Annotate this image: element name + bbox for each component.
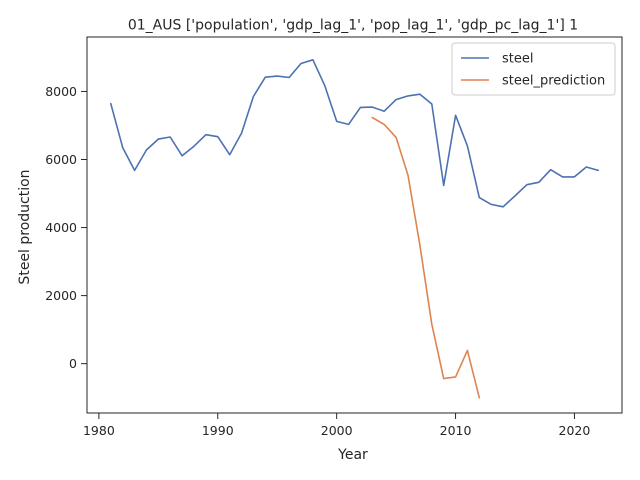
x-tick-label: 2010 — [440, 423, 472, 438]
y-tick-label: 0 — [69, 356, 77, 371]
x-tick-label: 2000 — [321, 423, 353, 438]
y-tick-label: 6000 — [45, 152, 77, 167]
y-tick-label: 2000 — [45, 288, 77, 303]
series-line-steel — [110, 58, 600, 208]
plot-area: 1980 1990 2000 2010 2020 0 2000 4000 6000 8000 — [45, 36, 623, 438]
y-axis-label: Steel production — [17, 169, 33, 284]
plot-frame — [86, 36, 623, 414]
x-axis: 1980 1990 2000 2010 2020 — [83, 413, 590, 438]
series-line-steel-prediction — [371, 116, 481, 399]
chart-title: 01_AUS ['population', 'gdp_lag_1', 'pop_… — [128, 18, 578, 34]
y-axis: 0 2000 4000 6000 8000 — [45, 84, 87, 371]
series-lines — [110, 58, 600, 399]
legend-label: steel — [502, 52, 533, 67]
y-tick-label: 8000 — [45, 84, 77, 99]
x-axis-label: Year — [337, 447, 368, 463]
x-tick-label: 1980 — [83, 423, 115, 438]
x-tick-label: 1990 — [202, 423, 234, 438]
x-tick-label: 2020 — [559, 423, 591, 438]
legend-label: steel_prediction — [502, 74, 605, 89]
legend-box — [451, 42, 616, 96]
y-tick-label: 4000 — [45, 220, 77, 235]
legend: steel steel_prediction — [451, 42, 616, 96]
